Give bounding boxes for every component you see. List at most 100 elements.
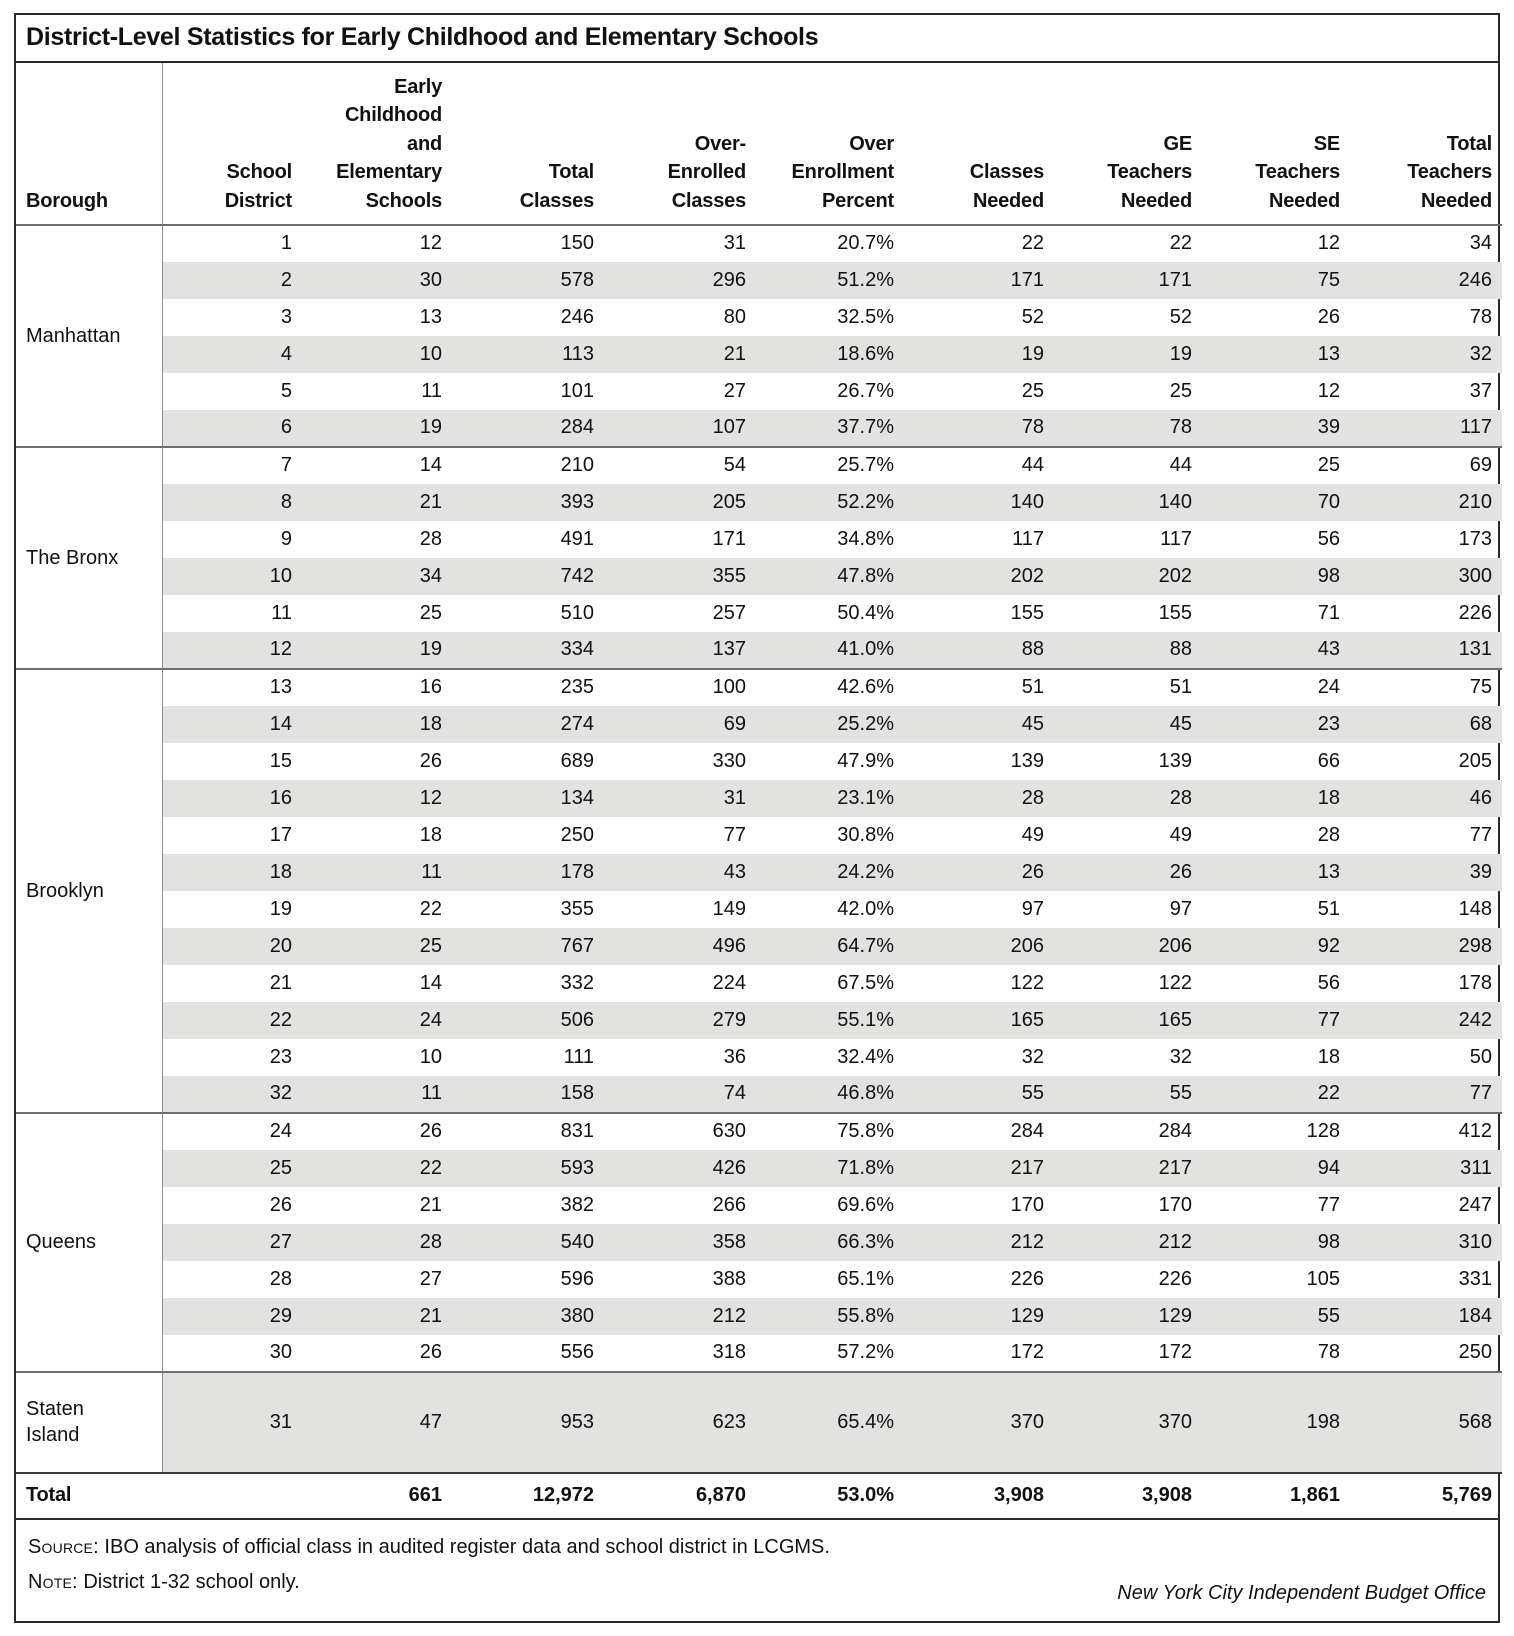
- data-cell: 246: [560, 305, 594, 328]
- data-cell: 388: [712, 1267, 746, 1290]
- data-cell: 171: [712, 527, 746, 550]
- data-cell: 27: [419, 1267, 442, 1290]
- data-cell: 382: [560, 1193, 594, 1216]
- data-cell: 596: [560, 1267, 594, 1290]
- data-cell: 226: [1010, 1267, 1044, 1290]
- data-cell: 49: [1169, 823, 1192, 846]
- data-cell: 70: [1202, 483, 1350, 521]
- data-cell: 217: [904, 1149, 1054, 1187]
- data-cell: 21: [302, 1297, 452, 1335]
- data-cell: 370: [904, 1370, 1054, 1473]
- table-row: 9 28 491 171 34.8% 117 117 56 173: [16, 521, 1502, 558]
- table-frame: District-Level Statistics for Early Chil…: [14, 13, 1502, 1623]
- data-cell: 26: [419, 749, 442, 772]
- data-cell: 131: [1350, 631, 1502, 669]
- data-cell: 26: [419, 1341, 442, 1364]
- table-row: Staten Island 31 47 953 623 65.4% 370 370 198 568: [16, 1370, 1502, 1473]
- data-cell: 296: [604, 261, 756, 299]
- data-cell: 39: [1350, 853, 1502, 891]
- data-cell: 88: [904, 631, 1054, 669]
- data-cell: 172: [1010, 1341, 1044, 1364]
- data-cell: 24.2%: [756, 853, 904, 891]
- data-cell: 14: [302, 445, 452, 484]
- data-cell: 332: [560, 971, 594, 994]
- data-cell: 21: [419, 1193, 442, 1216]
- data-cell: 25: [302, 927, 452, 965]
- district-cell: 8: [162, 483, 302, 521]
- data-cell: 77: [1202, 1001, 1350, 1039]
- district-cell: 31: [162, 1370, 302, 1473]
- data-cell: 496: [604, 927, 756, 965]
- data-cell: 32: [1169, 1045, 1192, 1068]
- data-cell: 298: [1350, 927, 1502, 965]
- total-cell: 3,908: [1054, 1471, 1202, 1518]
- note: Note: District 1-32 school only.: [28, 1565, 1486, 1600]
- data-cell: 202: [1054, 557, 1202, 595]
- attribution: New York City Independent Budget Office: [1117, 1582, 1486, 1604]
- district-cell: 21: [269, 971, 292, 994]
- data-cell: 51: [1054, 667, 1202, 706]
- data-cell: 128: [1202, 1111, 1350, 1150]
- total-cell: 12,972: [452, 1471, 604, 1518]
- data-cell: 331: [1458, 1267, 1492, 1290]
- data-cell: 50: [1469, 1045, 1492, 1068]
- district-cell: 3: [280, 305, 292, 328]
- district-cell: 14: [162, 705, 302, 743]
- data-cell: 100: [604, 667, 756, 706]
- data-cell: 78: [1317, 1341, 1340, 1364]
- data-cell: 22: [1021, 232, 1044, 255]
- data-cell: 105: [1306, 1267, 1340, 1290]
- district-cell: 23: [269, 1045, 292, 1068]
- data-cell: 205: [1458, 749, 1492, 772]
- district-cell: 27: [162, 1223, 302, 1261]
- data-cell: 74: [604, 1075, 756, 1113]
- data-cell: 66: [1317, 749, 1340, 772]
- data-cell: 44: [1054, 445, 1202, 484]
- data-cell: 97: [1021, 897, 1044, 920]
- borough-cell: Queens: [16, 1111, 163, 1372]
- total-label: Total: [16, 1471, 302, 1518]
- data-cell: 55.1%: [756, 1001, 904, 1039]
- table-row: 8 21 393 205 52.2% 140 140 70 210: [16, 483, 1502, 521]
- table-row: 17 18 250 77 30.8% 49 49 28 77: [16, 817, 1502, 854]
- table-row: Brooklyn 13 16 235 100 42.6% 51 51 24 75: [16, 667, 1502, 1113]
- data-cell: 13: [419, 305, 442, 328]
- data-cell: 26: [302, 1111, 452, 1150]
- data-cell: 205: [604, 483, 756, 521]
- data-cell: 284: [1054, 1111, 1202, 1150]
- district-cell: 2: [162, 261, 302, 299]
- data-cell: 22: [419, 897, 442, 920]
- data-cell: 358: [604, 1223, 756, 1261]
- data-cell: 28: [1054, 779, 1202, 817]
- total-cell: 1,861: [1202, 1471, 1350, 1518]
- data-cell: 831: [452, 1111, 604, 1150]
- data-cell: 55: [1054, 1075, 1202, 1113]
- data-cell: 13: [1202, 853, 1350, 891]
- data-cell: 31: [604, 779, 756, 817]
- total-cell: 3,908: [904, 1471, 1054, 1518]
- data-cell: 129: [1054, 1297, 1202, 1335]
- data-cell: 27: [723, 379, 746, 402]
- district-cell: 9: [280, 527, 292, 550]
- data-cell: 31: [723, 232, 746, 255]
- data-cell: 42.6%: [756, 667, 904, 706]
- data-cell: 113: [452, 335, 604, 373]
- data-cell: 334: [452, 631, 604, 669]
- data-cell: 212: [1054, 1223, 1202, 1261]
- data-cell: 26: [904, 853, 1054, 891]
- data-cell: 32: [1350, 335, 1502, 373]
- data-cell: 18: [419, 823, 442, 846]
- table-row: 22 24 506 279 55.1% 165 165 77 242: [16, 1001, 1502, 1039]
- data-cell: 355: [604, 557, 756, 595]
- data-cell: 279: [604, 1001, 756, 1039]
- table-row: 12 19 334 137 41.0% 88 88 43 131: [16, 631, 1502, 669]
- data-cell: 25: [1021, 379, 1044, 402]
- data-cell: 16: [302, 667, 452, 706]
- data-cell: 212: [904, 1223, 1054, 1261]
- data-cell: 380: [452, 1297, 604, 1335]
- data-cell: 52: [1021, 305, 1044, 328]
- table-row: 21 14 332 224 67.5% 122 122 56 178: [16, 965, 1502, 1002]
- district-cell: 13: [162, 667, 302, 706]
- data-cell: 14: [419, 971, 442, 994]
- header-row: Borough School District Early Childhood an…: [16, 63, 1502, 226]
